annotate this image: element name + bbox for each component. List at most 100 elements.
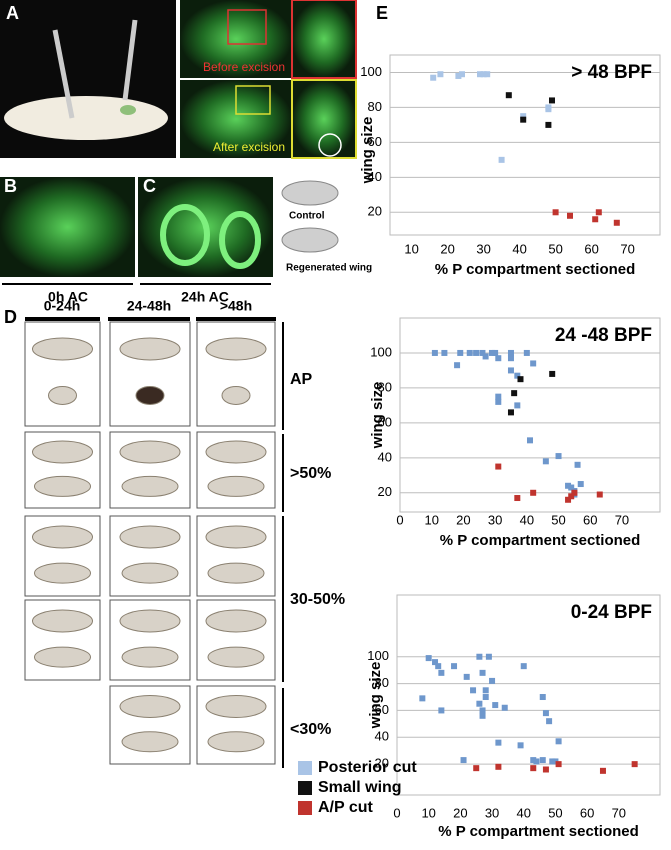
y-tick-label: 60	[375, 702, 389, 717]
y-tick-label: 100	[370, 344, 392, 359]
x-tick-label: 0	[396, 512, 403, 527]
point	[520, 663, 527, 670]
wing	[207, 731, 265, 753]
point	[505, 92, 512, 99]
point	[574, 461, 581, 468]
wing	[205, 337, 267, 361]
label: 0h AC	[48, 289, 88, 305]
photo-before	[180, 0, 292, 78]
point	[613, 219, 620, 226]
photo-after-zoom	[291, 79, 357, 159]
x-tick-label: 20	[440, 241, 454, 256]
y-axis-title: wing size	[367, 662, 384, 730]
point	[479, 712, 486, 719]
label: B	[4, 176, 17, 196]
point	[546, 718, 553, 725]
chart-title: 24 -48 BPF	[555, 325, 652, 346]
wing	[121, 562, 179, 584]
point	[549, 758, 556, 765]
point	[482, 353, 489, 360]
point	[455, 72, 462, 79]
label: 30-50%	[290, 591, 345, 608]
photo-b	[0, 177, 135, 277]
point	[592, 216, 599, 223]
point	[514, 495, 521, 502]
point	[552, 758, 559, 765]
point	[552, 209, 559, 216]
x-tick-label: 20	[453, 805, 467, 820]
photo-before-zoom	[291, 0, 357, 79]
point	[466, 349, 473, 356]
wing	[121, 646, 179, 668]
point	[507, 409, 514, 416]
point	[520, 116, 527, 123]
plot-area	[389, 54, 661, 236]
point	[431, 349, 438, 356]
roi	[227, 9, 267, 45]
x-tick-label: 20	[456, 512, 470, 527]
point	[435, 663, 442, 670]
point	[495, 355, 502, 362]
wing	[121, 731, 179, 753]
label: Regenerated wing	[286, 263, 372, 274]
x-axis-title: % P compartment sectioned	[435, 261, 636, 278]
point	[549, 370, 556, 377]
label: Control	[289, 211, 325, 222]
x-axis-title: % P compartment sectioned	[438, 823, 639, 840]
wing	[205, 440, 267, 464]
wing	[34, 646, 91, 668]
y-tick-label: 100	[367, 648, 389, 663]
point	[523, 349, 530, 356]
point	[470, 687, 477, 694]
label: AP	[290, 371, 313, 388]
y-tick-label: 40	[368, 169, 382, 184]
plot-area	[399, 317, 661, 513]
point	[555, 738, 562, 745]
y-tick-label: 80	[368, 99, 382, 114]
point	[477, 71, 483, 78]
x-tick-label: 70	[615, 512, 629, 527]
point	[480, 71, 487, 78]
point	[501, 704, 508, 711]
point	[507, 349, 514, 356]
y-tick-label: 60	[368, 134, 382, 149]
wing	[34, 475, 91, 497]
x-tick-label: 50	[548, 241, 562, 256]
point	[555, 453, 562, 460]
wing	[119, 609, 181, 633]
x-tick-label: 30	[488, 512, 502, 527]
wing	[119, 525, 181, 549]
wing	[32, 440, 93, 464]
label: 0-24h	[44, 298, 81, 314]
label: C	[143, 176, 156, 196]
point	[485, 653, 492, 660]
label: 24-48h	[127, 298, 171, 314]
legend-label: A/P cut	[318, 799, 374, 816]
y-tick-label: 20	[375, 756, 389, 771]
point	[577, 481, 584, 488]
y-tick-label: 20	[378, 484, 392, 499]
point	[514, 402, 521, 409]
label: >48h	[220, 298, 252, 314]
x-tick-label: 30	[485, 805, 499, 820]
point	[549, 97, 555, 104]
wing	[281, 227, 339, 253]
point	[454, 362, 461, 369]
disc	[219, 211, 261, 269]
point	[489, 677, 496, 684]
point	[495, 463, 502, 470]
point	[530, 757, 537, 764]
point	[473, 349, 480, 356]
x-tick-label: 10	[424, 512, 438, 527]
point	[571, 489, 578, 496]
x-tick-label: 40	[517, 805, 531, 820]
point	[511, 390, 518, 397]
point	[419, 695, 426, 702]
point	[539, 694, 546, 701]
label: E	[376, 3, 388, 23]
wing	[48, 385, 77, 405]
wing	[121, 475, 179, 497]
point	[527, 437, 533, 444]
point	[530, 360, 537, 367]
